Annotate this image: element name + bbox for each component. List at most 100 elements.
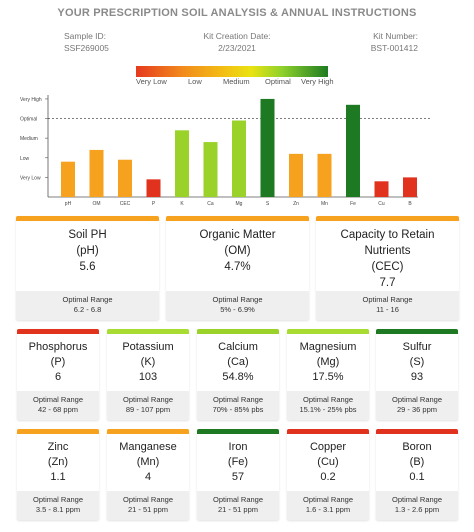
nutrient-card: Zinc (Zn) 1.1 Optimal Range 3.5 - 8.1 ppm bbox=[17, 429, 99, 520]
card-body: Manganese (Mn) 4 bbox=[107, 434, 189, 491]
nutrient-card: Organic Matter (OM) 4.7% Optimal Range 5% - … bbox=[166, 216, 309, 320]
chart-x-tick-label: Fe bbox=[350, 201, 356, 207]
card-range-label: Optimal Range bbox=[122, 495, 174, 504]
card-status-bar bbox=[287, 329, 369, 334]
card-nutrient-symbol: (Mg) bbox=[316, 356, 340, 368]
chart-bar-om bbox=[89, 149, 104, 197]
card-range-label: Optimal Range bbox=[62, 295, 113, 304]
card-nutrient-name: Capacity to Retain Nutrients bbox=[340, 229, 435, 257]
card-range-value: 21 - 51 ppm bbox=[127, 505, 169, 514]
card-nutrient-symbol: (K) bbox=[140, 356, 156, 368]
nutrient-card: Sulfur (S) 93 Optimal Range 29 - 36 ppm bbox=[376, 329, 458, 420]
chart-y-tick-label: Medium bbox=[20, 136, 38, 142]
card-body: Magnesium (Mg) 17.5% bbox=[287, 334, 369, 391]
chart-bar-s bbox=[260, 98, 275, 197]
card-range-label: Optimal Range bbox=[32, 395, 84, 404]
legend-label-optimal: Optimal bbox=[265, 77, 291, 86]
card-range-value: 1.3 - 2.6 ppm bbox=[394, 505, 440, 514]
nutrient-card: Iron (Fe) 57 Optimal Range 21 - 51 ppm bbox=[197, 429, 279, 520]
card-body: Zinc (Zn) 1.1 bbox=[17, 434, 99, 491]
card-range-value: 42 - 68 ppm bbox=[37, 405, 79, 414]
card-range-label: Optimal Range bbox=[302, 495, 354, 504]
chart-x-tick-label: Ca bbox=[207, 201, 214, 207]
chart-x-tick-label: OM bbox=[92, 201, 100, 207]
sample-id-label: Sample ID: bbox=[64, 31, 107, 41]
card-nutrient-symbol: (Zn) bbox=[47, 456, 69, 468]
kit-number-label: Kit Number: bbox=[373, 31, 418, 41]
card-status-bar bbox=[17, 329, 99, 334]
kit-number-value: BST-001412 bbox=[370, 43, 418, 53]
card-status-bar bbox=[107, 429, 189, 434]
card-nutrient-value: 1.1 bbox=[50, 471, 66, 483]
card-body: Boron (B) 0.1 bbox=[376, 434, 458, 491]
card-nutrient-symbol: (P) bbox=[50, 356, 66, 368]
card-body: Soil PH (pH) 5.6 bbox=[16, 221, 159, 291]
chart-y-tick-label: Very High bbox=[20, 97, 42, 103]
card-status-bar bbox=[287, 429, 369, 434]
card-range-value: 5% - 6.9% bbox=[220, 305, 255, 314]
card-nutrient-symbol: (Mn) bbox=[136, 456, 160, 468]
card-body: Calcium (Ca) 54.8% bbox=[197, 334, 279, 391]
card-status-bar bbox=[17, 429, 99, 434]
card-nutrient-value: 17.5% bbox=[312, 371, 344, 383]
nutrient-card: Manganese (Mn) 4 Optimal Range 21 - 51 ppm bbox=[107, 429, 189, 520]
card-range-label: Optimal Range bbox=[212, 495, 264, 504]
card-range-label: Optimal Range bbox=[391, 495, 443, 504]
legend-label-very-high: Very High bbox=[301, 77, 334, 86]
chart-bar-fe bbox=[346, 104, 360, 197]
card-range-value: 6.2 - 6.8 bbox=[73, 305, 102, 314]
chart-bar-cec bbox=[118, 159, 132, 197]
card-status-bar bbox=[16, 216, 159, 221]
nutrient-card: Magnesium (Mg) 17.5% Optimal Range 15.1% - 2… bbox=[287, 329, 369, 420]
card-range-value: 29 - 36 ppm bbox=[396, 405, 438, 414]
chart-bar-p bbox=[146, 179, 161, 197]
card-range-value: 70% - 85% pbs bbox=[212, 405, 264, 414]
card-nutrient-symbol: (S) bbox=[409, 356, 425, 368]
card-body: Phosphorus (P) 6 bbox=[17, 334, 99, 391]
level-legend bbox=[136, 66, 328, 77]
card-body: Iron (Fe) 57 bbox=[197, 434, 279, 491]
legend-label-low: Low bbox=[188, 77, 202, 86]
card-status-bar bbox=[197, 329, 279, 334]
card-range-label: Optimal Range bbox=[362, 295, 413, 304]
sample-id-value: SSF269005 bbox=[64, 43, 109, 53]
card-range-label: Optimal Range bbox=[302, 395, 354, 404]
card-nutrient-value: 103 bbox=[138, 371, 158, 383]
sample-id-block: Sample ID: SSF269005 bbox=[64, 30, 109, 54]
card-nutrient-symbol: (Ca) bbox=[227, 356, 249, 368]
chart-x-tick-label: P bbox=[152, 201, 156, 207]
card-status-bar bbox=[166, 216, 309, 221]
chart-y-tick-label: Very Low bbox=[20, 175, 41, 181]
card-range-value: 1.6 - 3.1 ppm bbox=[305, 505, 351, 514]
card-nutrient-value: 0.2 bbox=[320, 471, 336, 483]
chart-y-tick-label: Optimal bbox=[20, 117, 37, 123]
card-nutrient-name: Calcium bbox=[218, 341, 258, 353]
nutrient-card: Soil PH (pH) 5.6 Optimal Range 6.2 - 6.8 bbox=[16, 216, 159, 320]
card-range-label: Optimal Range bbox=[122, 395, 174, 404]
card-nutrient-name: Copper bbox=[309, 441, 347, 453]
card-nutrient-symbol: (Fe) bbox=[227, 456, 249, 468]
page-title: YOUR PRESCRIPTION SOIL ANALYSIS & ANNUAL… bbox=[57, 7, 417, 19]
card-status-bar bbox=[376, 329, 458, 334]
card-nutrient-symbol: (pH) bbox=[76, 245, 99, 257]
chart-x-tick-label: Mn bbox=[321, 201, 328, 207]
nutrient-level-chart: Very Low Low Medium Optimal Very High pH OM CEC… bbox=[20, 95, 432, 207]
kit-date-block: Kit Creation Date: 2/23/2021 bbox=[137, 30, 337, 54]
card-range-value: 21 - 51 ppm bbox=[217, 505, 259, 514]
card-range-label: Optimal Range bbox=[212, 395, 264, 404]
chart-x-tick-label: S bbox=[266, 201, 270, 207]
card-range-value: 3.5 - 8.1 ppm bbox=[35, 505, 81, 514]
card-range-label: Optimal Range bbox=[32, 495, 84, 504]
card-nutrient-value: 6 bbox=[54, 371, 62, 383]
card-range-value: 89 - 107 ppm bbox=[125, 405, 171, 414]
card-range-value: 15.1% - 25% pbs bbox=[299, 405, 357, 414]
card-body: Organic Matter (OM) 4.7% bbox=[166, 221, 309, 291]
chart-bar-cu bbox=[374, 181, 389, 197]
chart-x-tick-label: pH bbox=[65, 201, 72, 207]
card-nutrient-value: 57 bbox=[231, 471, 245, 483]
chart-bar-ca bbox=[203, 142, 218, 197]
card-nutrient-name: Boron bbox=[402, 441, 432, 453]
chart-x-tick-label: CEC bbox=[120, 201, 131, 207]
card-status-bar bbox=[107, 329, 189, 334]
chart-x-tick-label: B bbox=[408, 201, 412, 207]
